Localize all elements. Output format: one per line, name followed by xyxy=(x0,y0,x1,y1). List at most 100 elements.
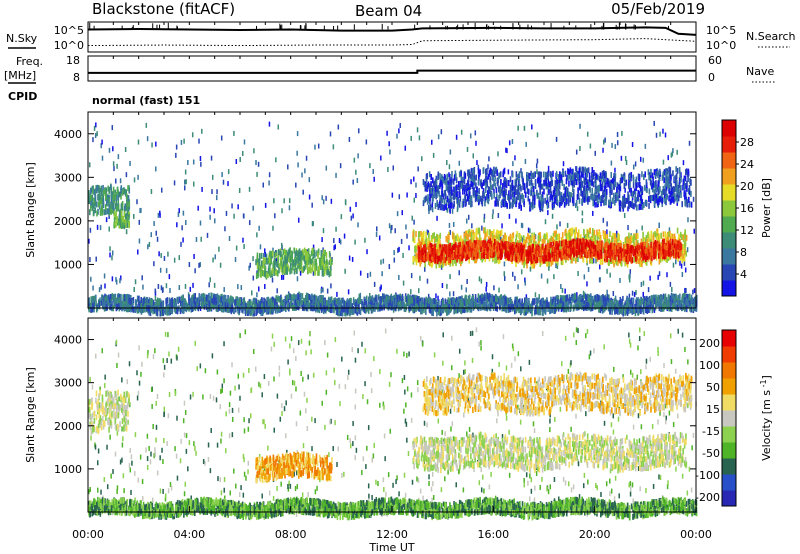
echo-cell xyxy=(422,238,425,245)
echo-cell xyxy=(160,285,163,291)
echo-cell xyxy=(526,236,528,243)
echo-cell xyxy=(449,291,451,297)
echo-cell xyxy=(678,250,681,257)
echo-cell xyxy=(439,310,441,317)
echo-cell xyxy=(679,254,682,261)
echo-cell xyxy=(455,260,457,267)
echo-cell xyxy=(257,270,260,277)
nsky-series-line xyxy=(87,26,697,36)
echo-cell xyxy=(421,232,424,239)
echo-cell xyxy=(397,247,399,253)
echo-cell xyxy=(593,295,596,302)
echo-cell xyxy=(600,244,603,251)
echo-cell xyxy=(671,151,674,157)
plot-background xyxy=(88,112,696,308)
echo-cell xyxy=(93,189,96,196)
echo-cell xyxy=(485,286,487,292)
echo-cell xyxy=(566,233,568,240)
echo-cell xyxy=(548,265,550,271)
echo-cell xyxy=(137,139,140,145)
echo-cell xyxy=(438,255,441,262)
echo-cell xyxy=(484,232,486,239)
echo-cell xyxy=(650,242,652,249)
echo-cell xyxy=(546,278,549,284)
echo-cell xyxy=(510,250,512,257)
echo-cell xyxy=(199,220,202,226)
echo-cell xyxy=(528,255,531,262)
echo-cell xyxy=(112,161,115,167)
echo-cell xyxy=(108,147,111,153)
echo-cell xyxy=(337,124,340,130)
echo-cell xyxy=(284,268,286,275)
echo-cell xyxy=(209,214,211,220)
echo-cell xyxy=(410,273,413,279)
echo-cell xyxy=(535,245,538,252)
echo-cell xyxy=(649,238,652,245)
echo-cell xyxy=(398,128,400,134)
echo-cell xyxy=(292,259,295,266)
echo-cell xyxy=(627,236,630,243)
echo-cell xyxy=(628,255,630,262)
echo-cell xyxy=(423,255,425,262)
echo-cell xyxy=(524,158,527,164)
echo-cell xyxy=(580,249,583,256)
echo-cell xyxy=(284,267,287,274)
echo-cell xyxy=(117,194,119,201)
echo-cell xyxy=(511,271,514,277)
echo-cell xyxy=(630,253,632,260)
echo-cell xyxy=(626,248,628,255)
echo-cell xyxy=(382,258,385,264)
echo-cell xyxy=(625,250,628,257)
echo-cell xyxy=(476,252,479,259)
echo-cell xyxy=(640,238,643,245)
echo-cell xyxy=(165,283,168,289)
echo-cell xyxy=(595,241,597,248)
echo-cell xyxy=(678,233,680,240)
echo-cell xyxy=(464,252,466,259)
echo-cell xyxy=(683,242,686,249)
echo-cell xyxy=(277,257,279,264)
echo-cell xyxy=(526,257,528,264)
echo-cell xyxy=(436,310,438,317)
echo-cell xyxy=(469,239,471,246)
echo-cell xyxy=(365,295,368,302)
echo-cell xyxy=(657,252,660,259)
echo-cell xyxy=(595,249,597,256)
echo-cell xyxy=(523,297,526,304)
echo-cell xyxy=(388,141,390,147)
echo-cell xyxy=(462,240,464,247)
echo-cell xyxy=(452,252,455,259)
echo-cell xyxy=(599,277,601,283)
echo-cell xyxy=(610,257,613,264)
echo-cell xyxy=(104,283,106,289)
echo-cell xyxy=(242,237,244,243)
echo-cell xyxy=(136,199,138,205)
echo-cell xyxy=(460,240,463,247)
echo-cell xyxy=(456,256,458,263)
echo-cell xyxy=(432,250,435,257)
echo-cell xyxy=(133,286,135,292)
echo-cell xyxy=(620,258,623,265)
echo-cell xyxy=(446,159,448,165)
echo-cell xyxy=(209,277,211,283)
echo-cell xyxy=(539,256,542,263)
echo-cell xyxy=(393,250,395,256)
echo-cell xyxy=(112,146,114,152)
echo-cell xyxy=(315,258,318,265)
echo-cell xyxy=(523,125,526,131)
echo-cell xyxy=(111,255,113,261)
echo-cell xyxy=(96,131,98,137)
echo-cell xyxy=(391,296,393,303)
echo-cell xyxy=(575,257,577,264)
echo-cell xyxy=(344,268,346,274)
echo-cell xyxy=(325,258,328,265)
echo-cell xyxy=(552,245,555,252)
echo-cell xyxy=(396,211,399,217)
echo-cell xyxy=(682,247,685,254)
echo-cell xyxy=(431,139,433,145)
echo-cell xyxy=(218,246,220,252)
echo-cell xyxy=(116,216,118,223)
echo-cell xyxy=(605,242,607,249)
echo-cell xyxy=(483,253,486,260)
echo-cell xyxy=(523,244,525,251)
